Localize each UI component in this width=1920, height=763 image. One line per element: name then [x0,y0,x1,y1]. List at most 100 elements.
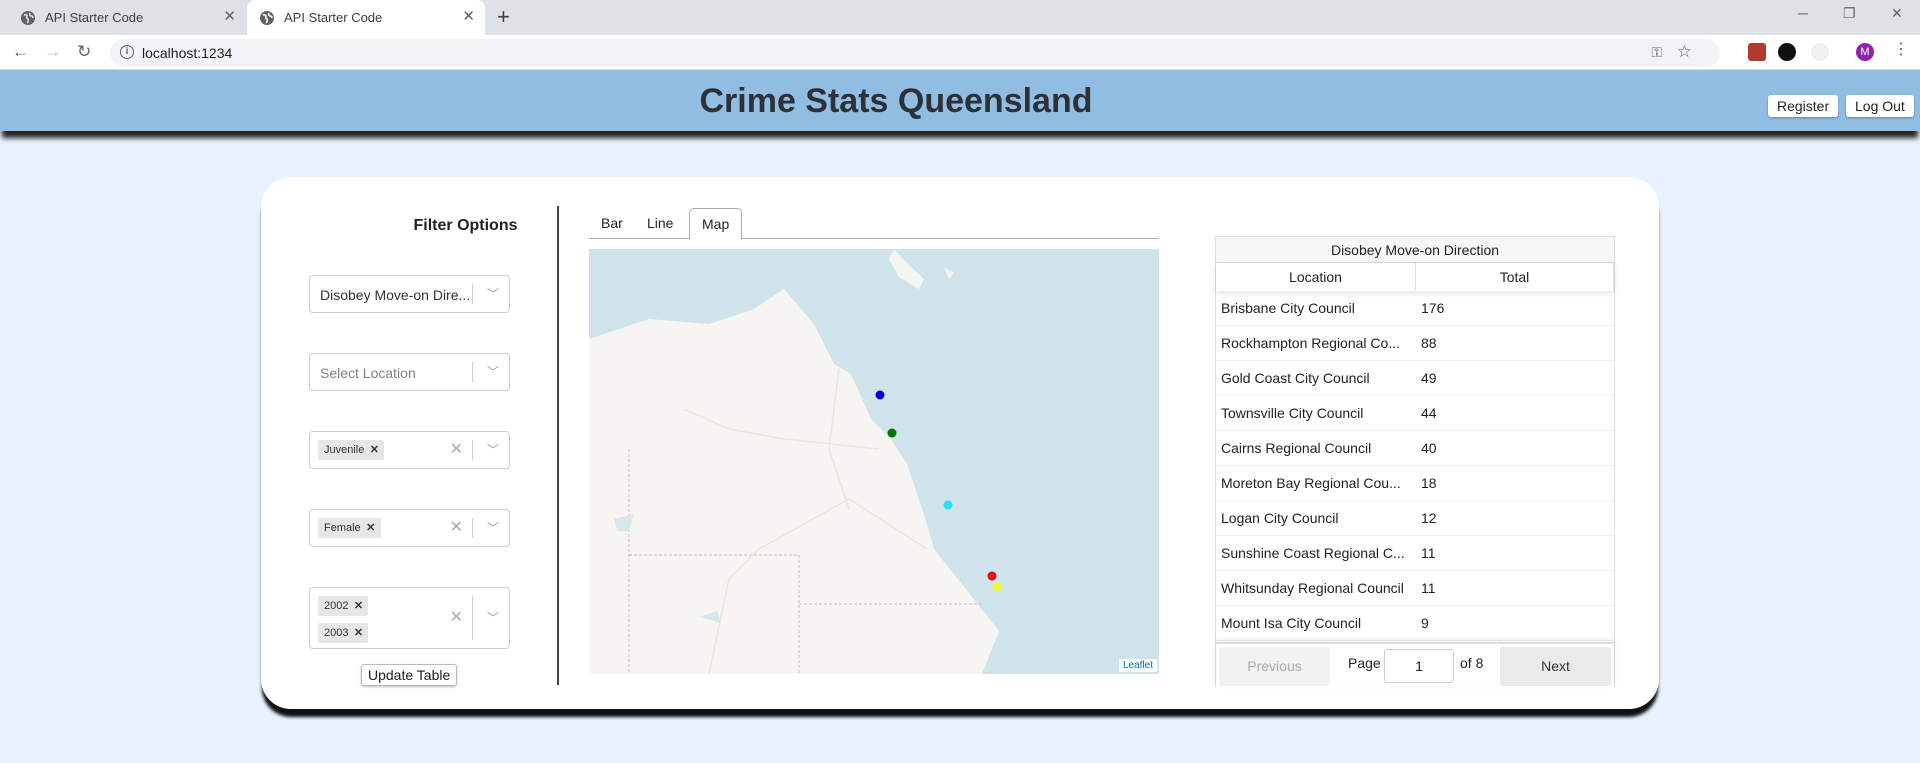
map-markers [875,390,1002,592]
table-row: Moreton Bay Regional Cou... 18 [1216,466,1614,501]
data-table: Disobey Move-on Direction Location Total… [1215,236,1615,687]
cell-location: Logan City Council [1221,510,1339,526]
key-icon[interactable]: ⚿ [1651,44,1662,60]
chevron-down-icon[interactable]: ﹀ [486,443,499,457]
update-table-button[interactable]: Update Table [361,664,458,686]
browser-tab-bar: API Starter Code ✕ API Starter Code ✕ + … [0,0,1920,35]
panel-divider [557,206,559,685]
map-attribution-link[interactable]: Leaflet [1118,659,1157,672]
table-body: Brisbane City Council 176 Rockhampton Reg… [1216,291,1614,641]
cell-location: Cairns Regional Council [1221,440,1372,456]
age-chip: Juvenile ✕ [318,440,385,460]
forward-icon[interactable]: → [44,42,61,61]
cell-total: 49 [1421,370,1437,386]
filter-options-title: Filter Options [413,217,518,234]
remove-chip-icon[interactable]: ✕ [353,627,364,639]
site-info-icon[interactable]: i [120,45,134,59]
offence-select[interactable]: Disobey Move-on Dire... ﹀ [309,275,510,313]
cell-location: Rockhampton Regional Co... [1221,335,1400,351]
map-marker[interactable] [987,571,997,581]
extension-w-icon[interactable] [1778,43,1796,61]
select-separator [472,518,473,538]
cell-total: 9 [1421,615,1429,631]
location-placeholder: Select Location [320,365,416,381]
page-title: Crime Stats Queensland [699,82,1093,120]
cell-total: 18 [1421,475,1437,491]
main-card: Filter Options Disobey Move-on Dire... ﹀… [261,177,1659,709]
extension-icon[interactable] [1811,43,1829,61]
table-row: Logan City Council 12 [1216,501,1614,536]
table-row: Rockhampton Regional Co... 88 [1216,326,1614,361]
column-header-total[interactable]: Total [1416,263,1614,291]
register-button[interactable]: Register [1768,95,1839,117]
tab-line[interactable]: Line [647,215,674,231]
close-window-icon[interactable]: ✕ [1891,5,1903,21]
cell-location: Brisbane City Council [1221,300,1355,316]
close-tab-icon[interactable]: ✕ [223,8,236,25]
select-separator [472,362,473,382]
tab-bar[interactable]: Bar [601,215,623,231]
browser-menu-icon[interactable]: ⋮ [1893,41,1909,58]
clear-icon[interactable]: ✕ [449,519,463,536]
profile-avatar[interactable]: M [1856,43,1874,61]
year-select[interactable]: 2002 ✕ 2003 ✕ ✕ ﹀ [309,587,510,649]
map-marker[interactable] [943,500,953,510]
offence-selected-value: Disobey Move-on Dire... [320,287,471,303]
reload-icon[interactable]: ↻ [77,42,92,61]
clear-icon[interactable]: ✕ [449,609,463,626]
url-text: localhost:1234 [142,45,233,61]
table-row: Sunshine Coast Regional C... 11 [1216,536,1614,571]
page-number-input[interactable]: 1 [1384,649,1454,683]
remove-chip-icon[interactable]: ✕ [369,444,379,456]
cell-location: Gold Coast City Council [1221,370,1370,386]
remove-chip-icon[interactable]: ✕ [366,522,376,534]
minimize-icon[interactable]: ─ [1798,5,1808,21]
gender-select[interactable]: Female ✕ ✕ ﹀ [309,509,510,547]
restore-icon[interactable]: ❐ [1843,5,1856,21]
column-header-location[interactable]: Location [1216,263,1416,291]
map-marker[interactable] [875,390,885,400]
map-tiles [589,249,1159,674]
bookmark-star-icon[interactable]: ☆ [1676,42,1692,61]
chevron-down-icon[interactable]: ﹀ [486,521,499,535]
chart-tabs: Bar Line Map [589,206,1159,240]
tab-map[interactable]: Map [689,208,743,240]
cell-total: 12 [1421,510,1437,526]
cell-location: Sunshine Coast Regional C... [1221,545,1405,561]
new-tab-icon[interactable]: + [497,4,510,29]
cell-total: 176 [1421,300,1445,316]
table-header: Location Total [1216,263,1614,291]
map-marker[interactable] [887,428,897,438]
page-label: Page [1348,655,1381,671]
next-page-button[interactable]: Next [1500,647,1611,686]
pagination: Previous Page 1 of 8 Next [1216,642,1614,687]
cell-total: 11 [1421,580,1436,596]
location-select[interactable]: Select Location ﹀ [309,353,510,391]
clear-icon[interactable]: ✕ [449,441,463,458]
browser-tab-title: API Starter Code [284,10,383,25]
extension-icon[interactable] [1748,43,1766,61]
logout-button[interactable]: Log Out [1846,95,1914,117]
table-title: Disobey Move-on Direction [1216,237,1614,263]
chip-label: 2002 [324,600,349,612]
chevron-down-icon[interactable]: ﹀ [486,365,499,379]
address-bar[interactable]: i localhost:1234 ⚿ ☆ [110,39,1720,67]
cell-total: 11 [1421,545,1436,561]
remove-chip-icon[interactable]: ✕ [353,600,364,612]
select-separator [472,440,473,460]
table-row: Townsville City Council 44 [1216,396,1614,431]
chevron-down-icon[interactable]: ﹀ [486,287,499,301]
cell-location: Mount Isa City Council [1221,615,1362,631]
back-icon[interactable]: ← [12,42,29,61]
browser-tab[interactable]: API Starter Code ✕ [8,0,246,35]
map-marker[interactable] [992,582,1002,592]
age-select[interactable]: Juvenile ✕ ✕ ﹀ [309,431,510,469]
chevron-down-icon[interactable]: ﹀ [486,611,499,625]
cell-total: 40 [1421,440,1437,456]
select-separator [472,284,473,304]
map-view[interactable]: Leaflet [589,249,1159,674]
browser-tab-active[interactable]: API Starter Code ✕ [247,0,485,35]
close-tab-icon[interactable]: ✕ [462,8,475,25]
chip-label: Female [324,522,361,534]
previous-page-button[interactable]: Previous [1219,647,1330,686]
